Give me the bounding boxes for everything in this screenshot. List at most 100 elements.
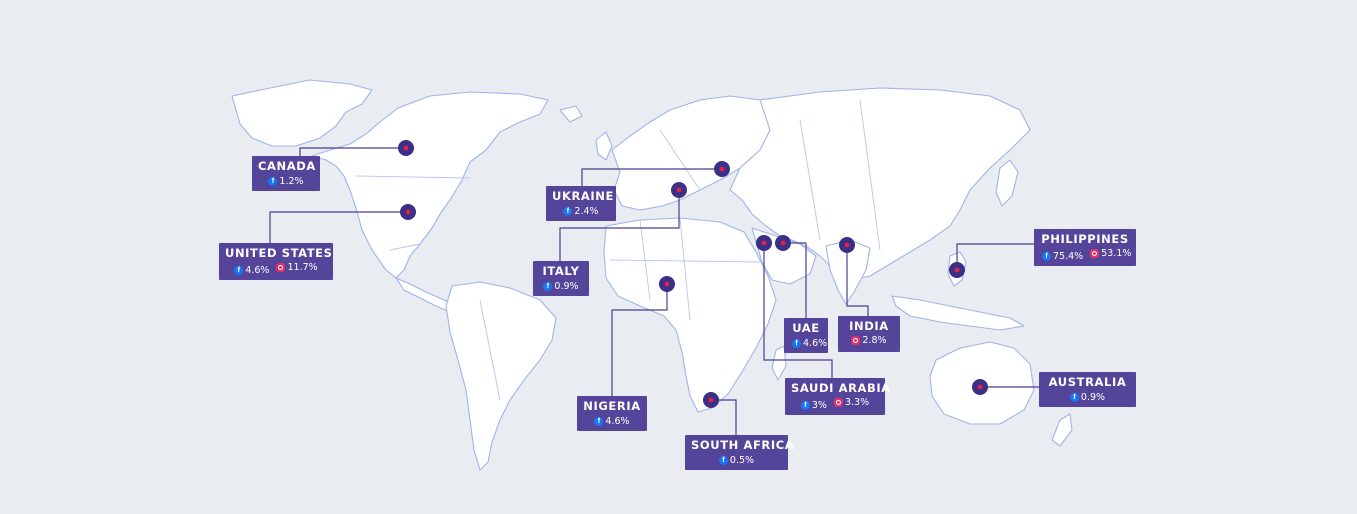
africa (603, 217, 777, 413)
stats-row: f 4.6% 11.7% (225, 261, 327, 277)
stat-value: 4.6% (605, 416, 630, 427)
stat-value: 2.4% (574, 206, 599, 217)
facebook-icon: f (800, 401, 810, 410)
facebook-icon: f (1069, 393, 1079, 402)
iceland (559, 105, 583, 123)
marker-canada[interactable] (398, 140, 414, 156)
country-name: NIGERIA (583, 399, 641, 413)
stat-instagram: 3.3% (833, 396, 869, 409)
leader-line-nigeria (611, 284, 668, 396)
stats-row: f 75.4% 53.1% (1040, 247, 1131, 263)
stat-facebook: f 4.6% (792, 337, 827, 350)
marker-philippines[interactable] (949, 262, 965, 278)
country-name: SAUDI ARABIA (791, 381, 891, 395)
label-uae[interactable]: UAE f 4.6% (784, 318, 828, 353)
stat-facebook: f 0.9% (543, 280, 579, 293)
facebook-icon: f (234, 266, 244, 275)
label-united-states[interactable]: UNITED STATES f 4.6% 11.7% (219, 243, 333, 280)
leader-line-philippines (956, 243, 1034, 270)
leader-line-saudi-arabia (763, 243, 833, 378)
country-borders (355, 99, 881, 401)
stat-value: 0.5% (729, 455, 755, 466)
stat-instagram: 53.1% (1090, 247, 1131, 260)
stat-facebook: f 1.2% (268, 175, 304, 188)
new-zealand (1051, 413, 1073, 447)
instagram-icon (851, 336, 861, 345)
marker-nigeria[interactable] (659, 276, 675, 292)
stat-value: 2.8% (862, 335, 887, 346)
stat-value: 4.6% (245, 265, 270, 276)
marker-uae[interactable] (775, 235, 791, 251)
british-isles (595, 131, 613, 161)
marker-australia[interactable] (972, 379, 988, 395)
madagascar (771, 345, 787, 381)
facebook-icon: f (594, 417, 604, 426)
facebook-icon: f (1042, 252, 1051, 261)
landmass (231, 79, 1073, 471)
stat-facebook: f 0.5% (718, 454, 755, 467)
stats-row: f 0.9% (539, 279, 583, 293)
label-ukraine[interactable]: UKRAINE f 2.4% (546, 186, 616, 221)
stats-row: f 0.9% (1045, 390, 1130, 404)
label-philippines[interactable]: PHILIPPINES f 75.4% 53.1% (1034, 229, 1136, 266)
stat-facebook: f 4.6% (234, 264, 269, 277)
japan (995, 159, 1019, 207)
label-india[interactable]: INDIA 2.8% (838, 316, 900, 352)
marker-italy[interactable] (671, 182, 687, 198)
marker-ukraine[interactable] (714, 161, 730, 177)
instagram-icon (833, 398, 843, 407)
stats-row: 2.8% (844, 334, 894, 349)
stat-instagram: 11.7% (276, 261, 318, 274)
country-name: AUSTRALIA (1048, 375, 1127, 389)
country-name: UNITED STATES (225, 246, 333, 260)
stat-value: 4.6% (803, 338, 828, 349)
leader-line-united-states (269, 211, 408, 243)
stat-instagram: 2.8% (851, 334, 887, 347)
country-name: INDIA (849, 319, 889, 333)
facebook-icon: f (563, 207, 573, 216)
stat-facebook: f 3% (800, 399, 827, 412)
leader-line-south-africa (711, 399, 737, 435)
indian-subcontinent (825, 239, 871, 305)
leader-line-italy (559, 190, 680, 261)
leader-line-ukraine (581, 168, 722, 186)
facebook-icon: f (543, 282, 553, 291)
stat-value: 53.1% (1101, 248, 1132, 259)
country-name: CANADA (258, 159, 316, 173)
facebook-icon: f (268, 177, 278, 186)
stats-row: f 4.6% (583, 414, 641, 428)
label-saudi-arabia[interactable]: SAUDI ARABIA f 3% 3.3% (785, 378, 891, 415)
stat-value: 1.2% (279, 176, 304, 187)
stat-facebook: f 2.4% (563, 205, 599, 218)
markers (398, 140, 988, 408)
south-america (445, 281, 557, 471)
stat-facebook: f 75.4% (1042, 250, 1083, 263)
marker-india[interactable] (839, 237, 855, 253)
marker-united-states[interactable] (400, 204, 416, 220)
instagram-icon (1090, 249, 1100, 258)
country-name: UKRAINE (552, 189, 614, 203)
label-south-africa[interactable]: SOUTH AFRICA f 0.5% (685, 435, 795, 470)
label-italy[interactable]: ITALY f 0.9% (533, 261, 589, 296)
country-name: SOUTH AFRICA (691, 438, 795, 452)
stat-facebook: f 0.9% (1069, 391, 1105, 404)
country-name: UAE (792, 321, 820, 335)
stat-value: 75.4% (1053, 251, 1084, 262)
instagram-icon (276, 263, 286, 272)
north-america (311, 91, 549, 279)
stat-value: 0.9% (554, 281, 579, 292)
facebook-icon: f (792, 339, 801, 348)
stat-value: 3% (811, 400, 827, 411)
stats-row: f 2.4% (552, 204, 610, 218)
label-australia[interactable]: AUSTRALIA f 0.9% (1039, 372, 1136, 407)
marker-saudi-arabia[interactable] (756, 235, 772, 251)
southeast-asia (891, 295, 1025, 331)
marker-south-africa[interactable] (703, 392, 719, 408)
label-canada[interactable]: CANADA f 1.2% (252, 156, 320, 191)
country-name: ITALY (542, 264, 580, 278)
asia (729, 87, 1031, 281)
stat-value: 11.7% (287, 262, 318, 273)
label-nigeria[interactable]: NIGERIA f 4.6% (577, 396, 647, 431)
